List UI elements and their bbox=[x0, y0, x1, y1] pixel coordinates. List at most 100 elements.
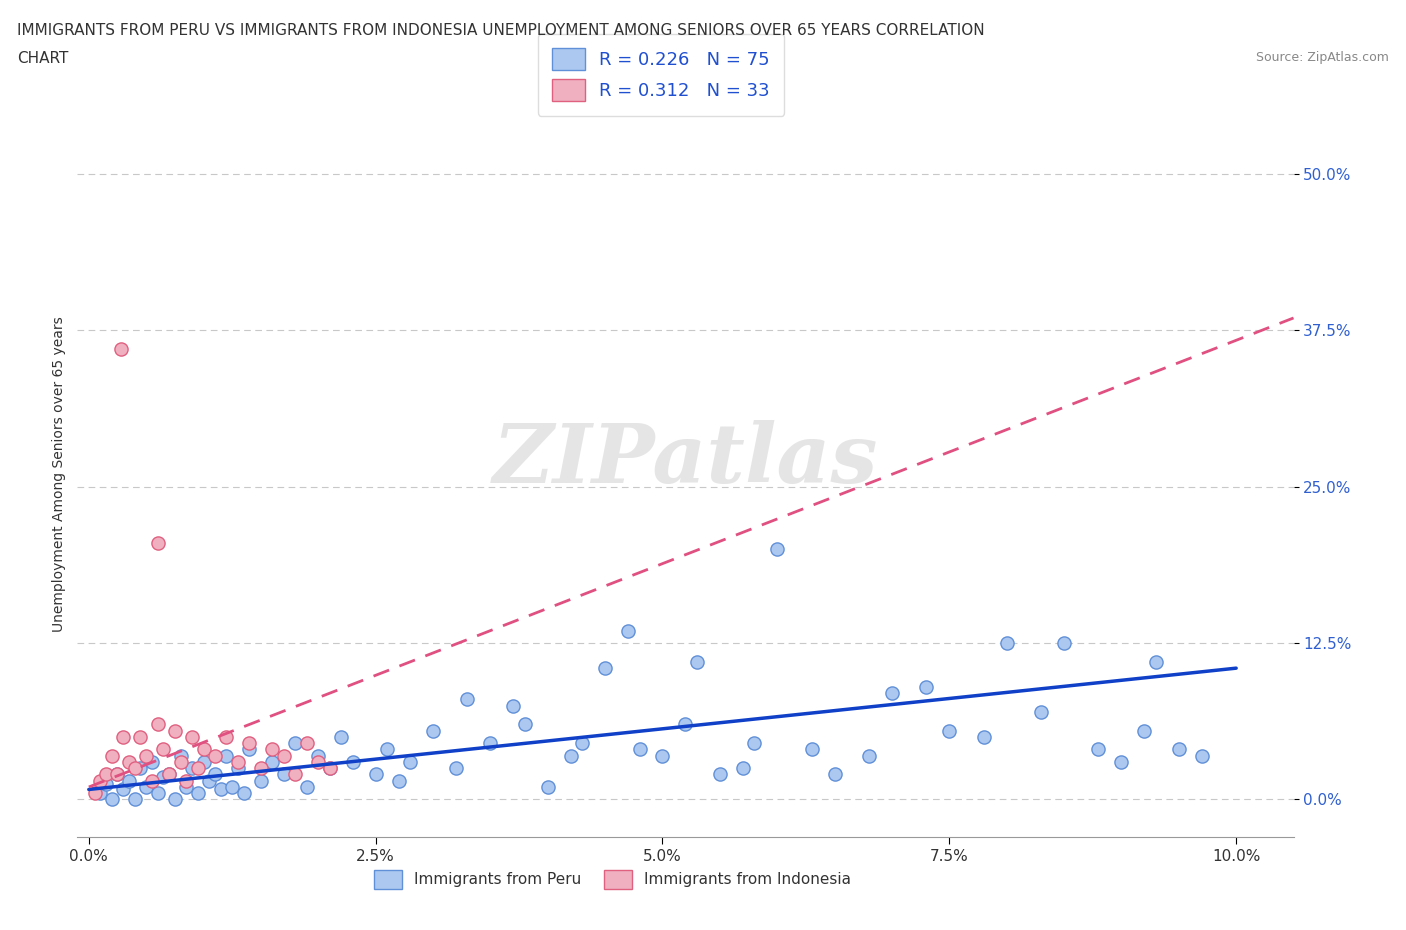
Point bbox=[129, 761, 152, 776]
Point bbox=[742, 736, 765, 751]
Point bbox=[617, 623, 640, 638]
Point bbox=[187, 761, 209, 776]
Point bbox=[295, 736, 318, 751]
Point bbox=[181, 729, 204, 744]
Point bbox=[100, 749, 122, 764]
Point bbox=[364, 767, 387, 782]
Point bbox=[342, 754, 364, 769]
Point bbox=[537, 779, 560, 794]
Point bbox=[124, 792, 146, 807]
Point bbox=[118, 754, 141, 769]
Point bbox=[295, 779, 318, 794]
Point bbox=[456, 692, 478, 707]
Point bbox=[163, 792, 186, 807]
Point bbox=[880, 685, 903, 700]
Point bbox=[1191, 749, 1213, 764]
Point bbox=[1029, 705, 1052, 720]
Point bbox=[628, 742, 651, 757]
Point bbox=[651, 749, 673, 764]
Point bbox=[915, 680, 938, 695]
Point bbox=[560, 749, 582, 764]
Point bbox=[766, 542, 789, 557]
Point bbox=[107, 767, 129, 782]
Point bbox=[118, 773, 141, 788]
Point bbox=[375, 742, 398, 757]
Point bbox=[307, 749, 329, 764]
Point bbox=[89, 786, 111, 801]
Point bbox=[444, 761, 467, 776]
Point bbox=[176, 773, 198, 788]
Point bbox=[226, 761, 249, 776]
Point bbox=[100, 792, 122, 807]
Point bbox=[973, 729, 995, 744]
Point bbox=[94, 777, 117, 792]
Point bbox=[112, 782, 135, 797]
Point bbox=[1087, 742, 1109, 757]
Point bbox=[502, 698, 524, 713]
Point bbox=[387, 773, 409, 788]
Point bbox=[824, 767, 846, 782]
Point bbox=[135, 749, 157, 764]
Point bbox=[129, 729, 152, 744]
Point bbox=[1111, 754, 1133, 769]
Point bbox=[107, 767, 129, 782]
Point bbox=[250, 761, 273, 776]
Point bbox=[479, 736, 502, 751]
Point bbox=[800, 742, 823, 757]
Point bbox=[238, 742, 260, 757]
Point bbox=[193, 754, 215, 769]
Legend: Immigrants from Peru, Immigrants from Indonesia: Immigrants from Peru, Immigrants from In… bbox=[368, 864, 856, 895]
Point bbox=[1053, 636, 1076, 651]
Point bbox=[593, 660, 616, 675]
Point bbox=[187, 786, 209, 801]
Point bbox=[141, 754, 163, 769]
Point bbox=[273, 767, 295, 782]
Point bbox=[399, 754, 422, 769]
Point bbox=[571, 736, 593, 751]
Point bbox=[262, 754, 284, 769]
Point bbox=[152, 769, 174, 784]
Point bbox=[675, 717, 697, 732]
Point bbox=[995, 636, 1018, 651]
Point bbox=[422, 724, 444, 738]
Point bbox=[169, 749, 191, 764]
Point bbox=[198, 773, 221, 788]
Point bbox=[319, 761, 342, 776]
Text: CHART: CHART bbox=[17, 51, 69, 66]
Point bbox=[238, 736, 260, 751]
Text: Source: ZipAtlas.com: Source: ZipAtlas.com bbox=[1256, 51, 1389, 64]
Point bbox=[163, 724, 186, 738]
Point bbox=[94, 767, 117, 782]
Point bbox=[330, 729, 353, 744]
Point bbox=[1133, 724, 1156, 738]
Point bbox=[157, 767, 180, 782]
Point bbox=[169, 754, 191, 769]
Point bbox=[226, 754, 249, 769]
Point bbox=[273, 749, 295, 764]
Point bbox=[215, 749, 238, 764]
Point bbox=[307, 754, 329, 769]
Text: IMMIGRANTS FROM PERU VS IMMIGRANTS FROM INDONESIA UNEMPLOYMENT AMONG SENIORS OVE: IMMIGRANTS FROM PERU VS IMMIGRANTS FROM … bbox=[17, 23, 984, 38]
Point bbox=[89, 773, 111, 788]
Point bbox=[221, 779, 243, 794]
Text: ZIPatlas: ZIPatlas bbox=[492, 419, 879, 499]
Point bbox=[686, 655, 709, 670]
Point bbox=[284, 736, 307, 751]
Point bbox=[157, 767, 180, 782]
Point bbox=[215, 729, 238, 744]
Point bbox=[152, 742, 174, 757]
Point bbox=[176, 779, 198, 794]
Point bbox=[124, 761, 146, 776]
Point bbox=[1144, 655, 1167, 670]
Point bbox=[193, 742, 215, 757]
Point bbox=[141, 773, 163, 788]
Point bbox=[1167, 742, 1189, 757]
Point bbox=[135, 779, 157, 794]
Point bbox=[146, 536, 169, 551]
Point bbox=[709, 767, 731, 782]
Point bbox=[209, 782, 232, 797]
Point bbox=[513, 717, 536, 732]
Y-axis label: Unemployment Among Seniors over 65 years: Unemployment Among Seniors over 65 years bbox=[52, 316, 66, 632]
Point bbox=[938, 724, 960, 738]
Point bbox=[146, 717, 169, 732]
